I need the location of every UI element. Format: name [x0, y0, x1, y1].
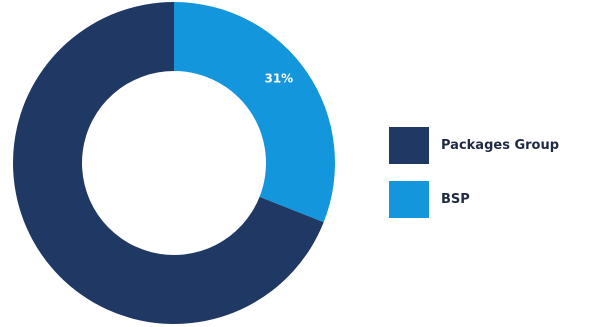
legend: Packages Group BSP	[389, 127, 559, 235]
legend-item-bsp: BSP	[389, 181, 559, 218]
donut-slice-bsp	[174, 2, 335, 223]
legend-item-packages-group: Packages Group	[389, 127, 559, 164]
legend-label-bsp: BSP	[441, 192, 470, 207]
donut-slice-packages-group	[13, 2, 324, 324]
legend-label-packages-group: Packages Group	[441, 138, 560, 153]
data-label-bsp: 31%	[264, 71, 293, 85]
donut-chart: 31%	[13, 2, 335, 324]
legend-swatch-bsp	[389, 181, 429, 218]
legend-swatch-packages-group	[389, 127, 429, 164]
